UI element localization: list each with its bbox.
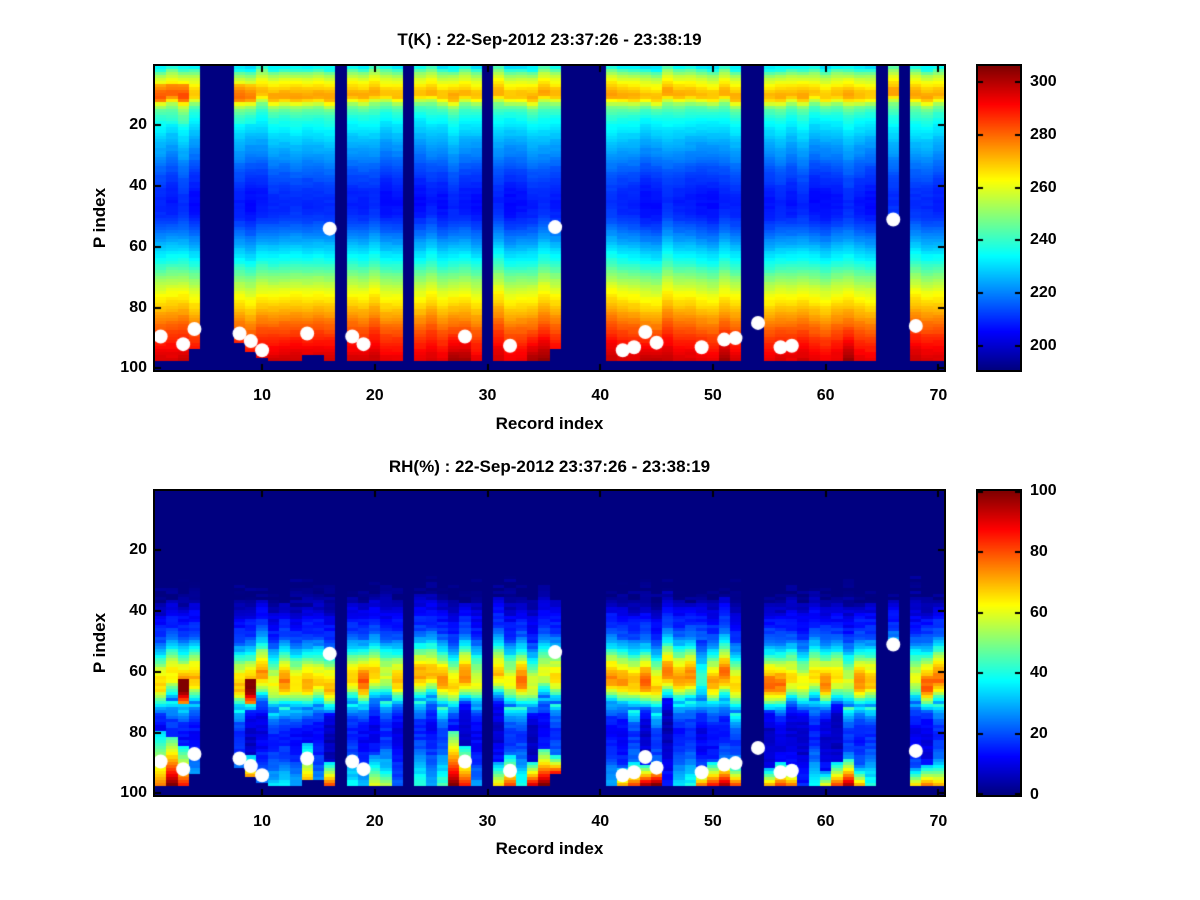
x-tick-label: 40 — [591, 813, 610, 830]
y-tick-label: 40 — [129, 177, 147, 195]
colorbar-tick-label: 280 — [1030, 125, 1057, 143]
x-tick-label: 20 — [365, 813, 384, 830]
y-tick-label: 80 — [129, 298, 147, 316]
colorbar-tick-label: 100 — [1030, 482, 1057, 499]
colorbar-tick-label: 260 — [1030, 178, 1057, 196]
x-tick-label: 50 — [704, 813, 722, 830]
x-tick-label: 30 — [478, 813, 497, 830]
x-tick-label: 70 — [929, 813, 948, 830]
temperature-axes — [153, 64, 946, 372]
temperature-colorbar — [976, 64, 1022, 372]
colorbar-tick-label: 220 — [1030, 284, 1057, 302]
temperature-x-axis-label: Record index — [495, 414, 604, 433]
x-tick-label: 70 — [929, 387, 948, 404]
y-tick-label: 80 — [129, 723, 147, 741]
temperature-colorbar-canvas — [978, 66, 1020, 370]
humidity-x-axis-label: Record index — [495, 839, 604, 858]
humidity-axes — [153, 489, 946, 797]
y-tick-label: 60 — [129, 662, 147, 680]
x-tick-label: 60 — [816, 387, 835, 404]
y-tick-label: 40 — [129, 602, 147, 620]
humidity-colorbar-canvas — [978, 491, 1020, 795]
y-tick-label: 20 — [129, 541, 147, 559]
temperature-plot-title: T(K) : 22-Sep-2012 23:37:26 - 23:38:19 — [397, 30, 702, 49]
humidity-heatmap-canvas — [155, 491, 944, 795]
colorbar-tick-label: 20 — [1030, 725, 1048, 743]
x-tick-label: 60 — [816, 813, 835, 830]
humidity-plot-title: RH(%) : 22-Sep-2012 23:37:26 - 23:38:19 — [388, 457, 711, 476]
y-tick-label: 100 — [120, 784, 147, 802]
x-tick-label: 20 — [365, 387, 384, 404]
colorbar-tick-label: 0 — [1030, 786, 1039, 803]
x-tick-label: 10 — [253, 813, 271, 830]
colorbar-tick-label: 40 — [1030, 664, 1048, 682]
y-tick-label: 60 — [129, 237, 147, 255]
x-tick-label: 50 — [704, 387, 722, 404]
colorbar-tick-label: 80 — [1030, 542, 1048, 560]
x-tick-label: 40 — [591, 387, 610, 404]
y-tick-label: 100 — [120, 359, 147, 377]
humidity-colorbar — [976, 489, 1022, 797]
x-tick-label: 30 — [478, 387, 497, 404]
colorbar-tick-label: 200 — [1030, 337, 1057, 355]
colorbar-tick-label: 240 — [1030, 231, 1057, 249]
colorbar-tick-label: 60 — [1030, 603, 1048, 621]
x-tick-label: 10 — [253, 387, 271, 404]
y-tick-label: 20 — [129, 116, 147, 134]
temperature-heatmap-canvas — [155, 66, 944, 370]
colorbar-tick-label: 300 — [1030, 72, 1057, 90]
